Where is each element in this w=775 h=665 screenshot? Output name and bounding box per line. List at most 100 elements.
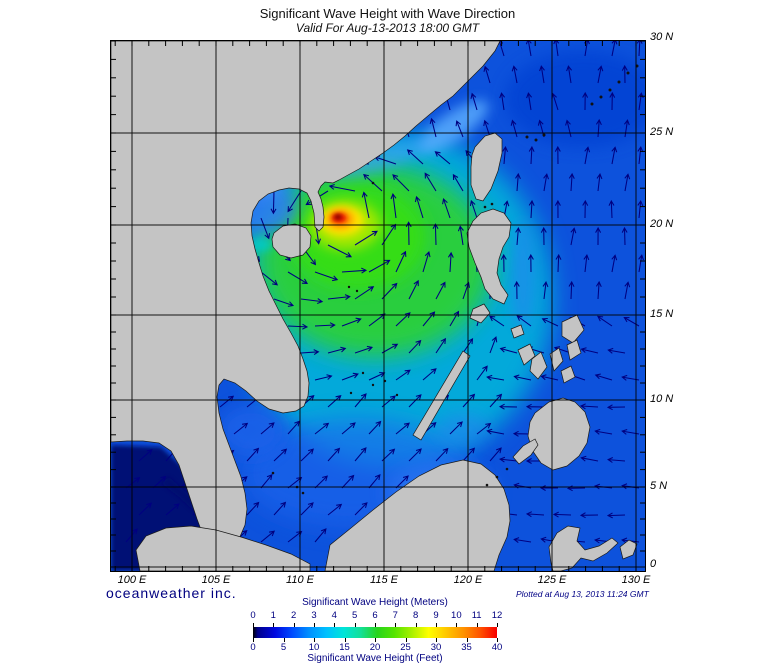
landmass-zamboanga [512,438,539,465]
lon-label: 105 E [201,574,231,586]
colorbar-feet-tick [253,638,254,642]
landmass-samar [561,314,585,344]
wave-direction-arrow [486,374,505,381]
wave-direction-arrow [434,151,451,165]
wave-direction-arrow [525,511,545,518]
wave-direction-arrow [595,118,602,138]
landmass-borneo [324,459,511,571]
wave-direction-arrow [462,447,476,462]
small-islands [271,64,639,495]
wave-direction-arrow [273,298,295,307]
wave-direction-arrow [489,315,505,327]
colorbar-feet-tick [497,638,498,642]
wave-direction-arrow [566,65,573,84]
lon-label: 110 E [286,574,314,586]
wave-direction-arrow [543,173,549,192]
lon-label: 125 E [537,574,567,586]
lon-label: 120 E [453,574,483,586]
colorbar-meters-tick [395,623,397,627]
wave-direction-arrow [422,368,437,381]
wave-direction-arrow [449,421,463,435]
wave-direction-arrow [539,65,545,84]
wave-direction-arrow [553,41,560,57]
colorbar-feet-tick [436,638,437,642]
wave-direction-arrow [499,92,506,111]
landmass-luzon [466,208,512,305]
wave-direction-arrow [424,172,437,192]
wave-direction-arrow [392,174,410,192]
wave-direction-arrow [489,447,502,462]
valid-time-subtitle: Valid For Aug-13-2013 18:00 GMT [295,21,480,35]
wave-direction-arrow [395,422,410,435]
colorbar-meters-tick [314,623,315,627]
wave-direction-arrow [287,190,302,213]
wave-direction-arrow [611,254,618,273]
wave-direction-arrow [354,345,374,354]
colorbar-meters-tick-label: 11 [471,610,482,621]
wave-direction-arrow [328,184,356,192]
colorbar-meters-tick-label: 9 [433,610,439,621]
wave-direction-arrow [515,227,521,246]
colorbar-feet-tick [405,638,407,642]
wave-direction-arrow [462,393,476,408]
wave-direction-arrow [408,448,422,462]
wave-direction-arrow [138,502,153,516]
wave-direction-arrow [515,172,521,192]
landmass-masbate [510,324,525,339]
wave-direction-arrow [565,119,572,138]
colorbar-meters-tick-label: 0 [250,610,256,621]
wave-direction-arrow [381,343,399,354]
wave-direction-arrow [624,173,631,192]
wave-direction-arrow [525,41,532,57]
colorbar-meters-tick-label: 12 [491,610,503,621]
wave-direction-arrow [516,315,532,327]
wave-direction-arrow [314,475,328,489]
wave-direction-arrow [608,199,615,219]
wave-direction-arrow [300,298,324,304]
wave-direction-arrow [500,253,507,273]
wave-direction-arrow [260,422,275,435]
wave-direction-arrow [476,422,492,435]
colorbar-meters-tick [497,623,498,627]
wave-direction-arrow [579,512,599,519]
colorbar-meters-tick [456,623,458,627]
wave-direction-arrow [540,374,559,381]
landmass-negros [529,351,548,380]
colorbar-feet-tick [466,638,468,642]
lat-label: 5 N [650,480,668,492]
wave-direction-arrow [327,294,351,301]
colorbar-feet-tick-label: 5 [280,642,287,653]
wave-direction-arrow [486,428,505,435]
wave-direction-arrow [452,173,464,192]
colorbar-meters-tick [436,623,437,627]
wave-direction-arrow [341,317,362,327]
wave-direction-arrow [528,199,535,219]
colorbar-feet-tick [314,638,315,642]
landmass-cebu [549,347,564,372]
landmass-leyte [566,339,582,361]
wave-direction-arrow [327,447,341,462]
wave-direction-arrow [540,226,547,246]
wave-direction-arrow [597,65,604,84]
wave-direction-arrow [287,271,309,284]
wave-direction-arrow [609,91,616,111]
wave-direction-arrow [596,172,603,192]
wave-direction-arrow [327,503,343,516]
landmass-mindoro [469,303,491,324]
colorbar-meters-tick [334,623,336,627]
lat-label: 10 N [650,393,674,405]
lon-label: 100 E [117,574,147,586]
colorbar-meters-tick-label: 1 [270,610,276,621]
wave-direction-arrow [341,372,359,381]
colorbar-feet-tick-label: 30 [430,642,442,653]
colorbar-feet-tick-label: 40 [491,642,503,653]
wave-direction-arrow [435,337,447,354]
wave-direction-arrow [138,449,153,462]
colorbar-feet-tick-label: 0 [250,642,256,653]
wave-direction-arrow [361,191,370,219]
wave-direction-arrow [568,172,575,192]
wave-direction-arrow [327,346,347,354]
wave-direction-arrow [607,347,626,354]
